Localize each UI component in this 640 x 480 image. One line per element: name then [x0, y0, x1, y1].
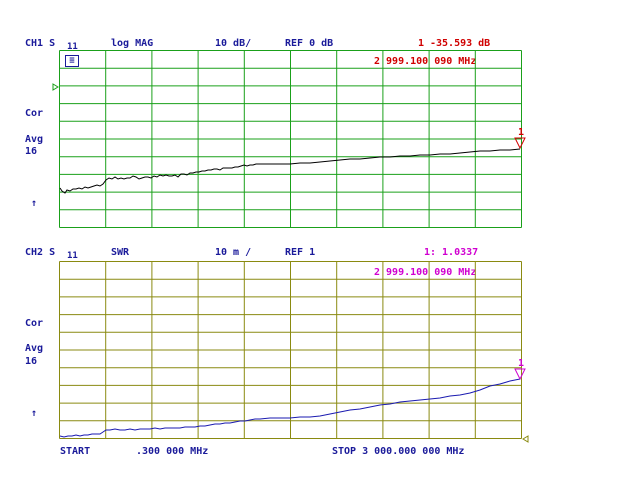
ch2-param-sub: 11 — [67, 251, 78, 261]
ch2-graticule — [59, 261, 522, 439]
ch2-stop-indicator — [522, 435, 529, 443]
ch1-ref: REF 0 dB — [285, 38, 334, 49]
ch1-marker-frequency: 2 999.100 090 MHz — [374, 56, 477, 67]
ch1-marker-label: 1 — [518, 127, 524, 138]
ch2-avg-count: 16 — [25, 356, 38, 367]
ch1-ref-position-arrow: ↑ — [31, 198, 38, 209]
ch2-marker-value: : 1.0337 — [430, 247, 479, 258]
ch1-avg-label: Avg — [25, 134, 44, 145]
ch1-scale: 10 dB/ — [215, 38, 252, 49]
ch2-marker-number: 1 — [424, 247, 431, 258]
ch2-label: CH2 S — [25, 247, 56, 258]
start-label: START — [60, 446, 91, 457]
ch2-marker-frequency: 2 999.100 090 MHz — [374, 267, 477, 278]
ch1-ref-indicator — [52, 83, 59, 91]
ch1-hold-box: ≡ — [65, 55, 79, 67]
start-frequency: .300 000 MHz — [136, 446, 209, 457]
ch2-cor-label: Cor — [25, 318, 44, 329]
ch1-trace — [59, 148, 521, 194]
ch1-graticule — [59, 50, 522, 228]
ch2-trace — [59, 378, 521, 438]
stop-frequency: STOP 3 000.000 000 MHz — [332, 446, 465, 457]
ch1-cor-label: Cor — [25, 108, 44, 119]
ch1-label: CH1 S — [25, 38, 56, 49]
ch2-marker-label: 1 — [518, 358, 524, 369]
ch2-scale: 10 m / — [215, 247, 252, 258]
ch2-format: SWR — [111, 247, 130, 258]
ch1-avg-count: 16 — [25, 146, 38, 157]
ch2-ref-position-arrow: ↑ — [31, 408, 38, 419]
ch2-ref: REF 1 — [285, 247, 316, 258]
ch1-param-sub: 11 — [67, 42, 78, 52]
ch2-avg-label: Avg — [25, 343, 44, 354]
ch1-marker-number: 1 — [418, 38, 425, 49]
ch2-marker-triangle — [514, 368, 526, 381]
ch1-format: log MAG — [111, 38, 154, 49]
ch1-marker-value: -35.593 dB — [430, 38, 491, 49]
ch1-marker-triangle — [514, 137, 526, 150]
